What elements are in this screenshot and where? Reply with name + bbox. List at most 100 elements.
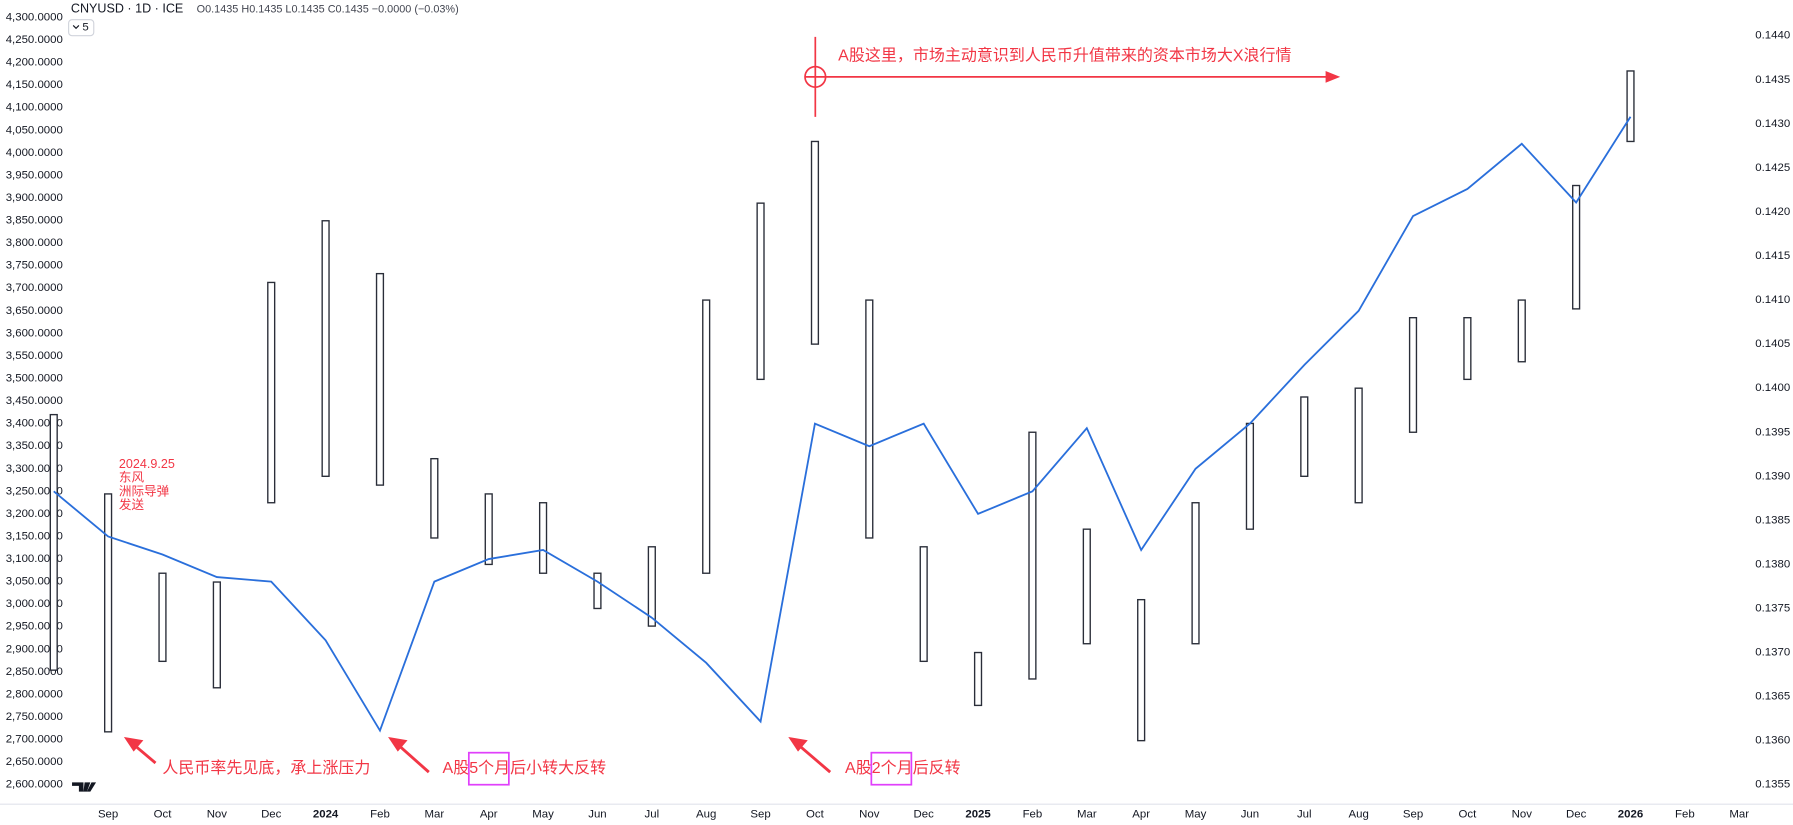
symbol: CNYUSD · 1D · ICE [71, 2, 183, 16]
y2-tick-label: 0.1390 [1755, 470, 1790, 482]
marker [804, 36, 1341, 117]
range-bar [321, 220, 330, 477]
y2-tick-label: 0.1435 [1755, 74, 1790, 86]
x-tick-label: Oct [154, 808, 173, 820]
y-tick-label: 3,100.0000 [6, 553, 63, 565]
range-bar [538, 502, 548, 574]
range-bar [103, 493, 113, 733]
x-tick-label: Feb [1675, 808, 1695, 820]
range-bar [1354, 387, 1363, 504]
x-tick-label: Aug [696, 808, 716, 820]
y-tick-label: 2,950.0000 [6, 621, 63, 633]
y-tick-label: 3,250.0000 [6, 485, 63, 497]
range-bar [430, 457, 439, 539]
x-tick-label: Jun [1241, 808, 1259, 820]
y-tick-label: 4,050.0000 [6, 124, 63, 136]
annotation: 发送 [119, 497, 145, 512]
annotation: 洲际导弹 [119, 484, 170, 498]
y-tick-label: 3,800.0000 [6, 237, 63, 249]
x-tick-label: Mar [1077, 808, 1097, 820]
y-tick-label: 3,450.0000 [6, 395, 63, 407]
range-bar [593, 572, 602, 610]
y-tick-label: 3,000.0000 [6, 598, 63, 610]
range-bar [919, 546, 928, 663]
y-tick-label: 2,900.0000 [6, 643, 63, 655]
x-tick-label: Feb [370, 808, 390, 820]
logo [72, 782, 97, 792]
range-bar [973, 651, 983, 707]
range-bar [484, 493, 493, 566]
range-bar [1082, 528, 1091, 645]
range-bar [702, 299, 711, 574]
y-tick-label: 3,600.0000 [6, 327, 63, 339]
x-tick-label: Nov [859, 808, 880, 820]
x-tick-label: Dec [914, 808, 935, 820]
arrows [123, 737, 832, 774]
y-tick-label: 2,800.0000 [6, 688, 63, 700]
y-tick-label: 4,250.0000 [6, 34, 63, 46]
range-bar [1191, 502, 1200, 645]
x-tick-label: Mar [1729, 808, 1749, 820]
index-line [53, 116, 1632, 733]
annotation: A股5个月后小转大反转 [443, 759, 607, 777]
y2-tick-label: 0.1395 [1755, 426, 1790, 438]
range-bar [756, 202, 765, 381]
marks [49, 70, 1635, 742]
x-tick-label: Oct [806, 808, 825, 820]
x-tick-label: Oct [1459, 808, 1478, 820]
range-bar [158, 572, 167, 663]
x-tick-label: Dec [1566, 808, 1587, 820]
x-tick-label: Feb [1023, 808, 1043, 820]
range-bar [1626, 70, 1635, 143]
range-bar [212, 581, 221, 689]
range-bar [810, 140, 820, 345]
range-bar [1028, 431, 1037, 680]
quote: O0.1435 H0.1435 L0.1435 C0.1435 −0.0000 … [197, 3, 459, 15]
y-tick-label: 3,050.0000 [6, 576, 63, 588]
y2-tick-label: 0.1355 [1755, 779, 1790, 791]
interval[interactable]: 5 [82, 22, 88, 34]
annotation: A股2个月后反转 [845, 759, 961, 777]
y2-tick-label: 0.1375 [1755, 602, 1790, 614]
y-tick-label: 4,200.0000 [6, 57, 63, 69]
annotation: A股这里，市场主动意识到人民币升值带来的资本市场大X浪行情 [838, 46, 1291, 65]
x-tick-label: Jul [645, 808, 660, 820]
y2-tick-label: 0.1370 [1755, 647, 1790, 659]
y2-tick-label: 0.1420 [1755, 206, 1790, 218]
range-bar [647, 546, 656, 627]
y-tick-label: 3,550.0000 [6, 350, 63, 362]
y-tick-label: 2,600.0000 [6, 779, 63, 791]
x-tick-label: Sep [98, 808, 118, 820]
y2-tick-label: 0.1385 [1755, 514, 1790, 526]
x-tick-label: Aug [1348, 808, 1368, 820]
y2-tick-label: 0.1430 [1755, 118, 1790, 130]
range-bar [1300, 396, 1309, 477]
range-bar [1572, 184, 1581, 310]
x-tick-label: Mar [425, 808, 445, 820]
annotation: 2024.9.25 [119, 457, 175, 471]
x-tick-label: Sep [750, 808, 770, 820]
y2-tick-label: 0.1440 [1755, 30, 1790, 42]
y-tick-label: 4,150.0000 [6, 79, 63, 91]
y-tick-label: 4,000.0000 [6, 147, 63, 159]
y-tick-label: 3,700.0000 [6, 282, 63, 294]
annotation: 人民币率先见底，承上涨压力 [162, 759, 370, 777]
grid: 4,300.0000 4,250.0000 4,200.0000 4,150.0000… [6, 11, 1790, 820]
y-tick-label: 3,300.0000 [6, 463, 63, 475]
y2-tick-label: 0.1400 [1755, 382, 1790, 394]
y2-tick-label: 0.1410 [1755, 294, 1790, 306]
interval-button[interactable] [68, 19, 95, 37]
y-tick-label: 2,750.0000 [6, 711, 63, 723]
chevron [72, 25, 80, 30]
y2-tick-label: 0.1380 [1755, 558, 1790, 570]
x-tick-label: Jul [1297, 808, 1312, 820]
range-bar [1517, 299, 1526, 363]
y-tick-label: 3,950.0000 [6, 169, 63, 181]
range-bar [865, 299, 874, 539]
x-tick-label: Apr [480, 808, 498, 820]
y-tick-label: 3,200.0000 [6, 508, 63, 520]
x-tick-label: Nov [1512, 808, 1533, 820]
